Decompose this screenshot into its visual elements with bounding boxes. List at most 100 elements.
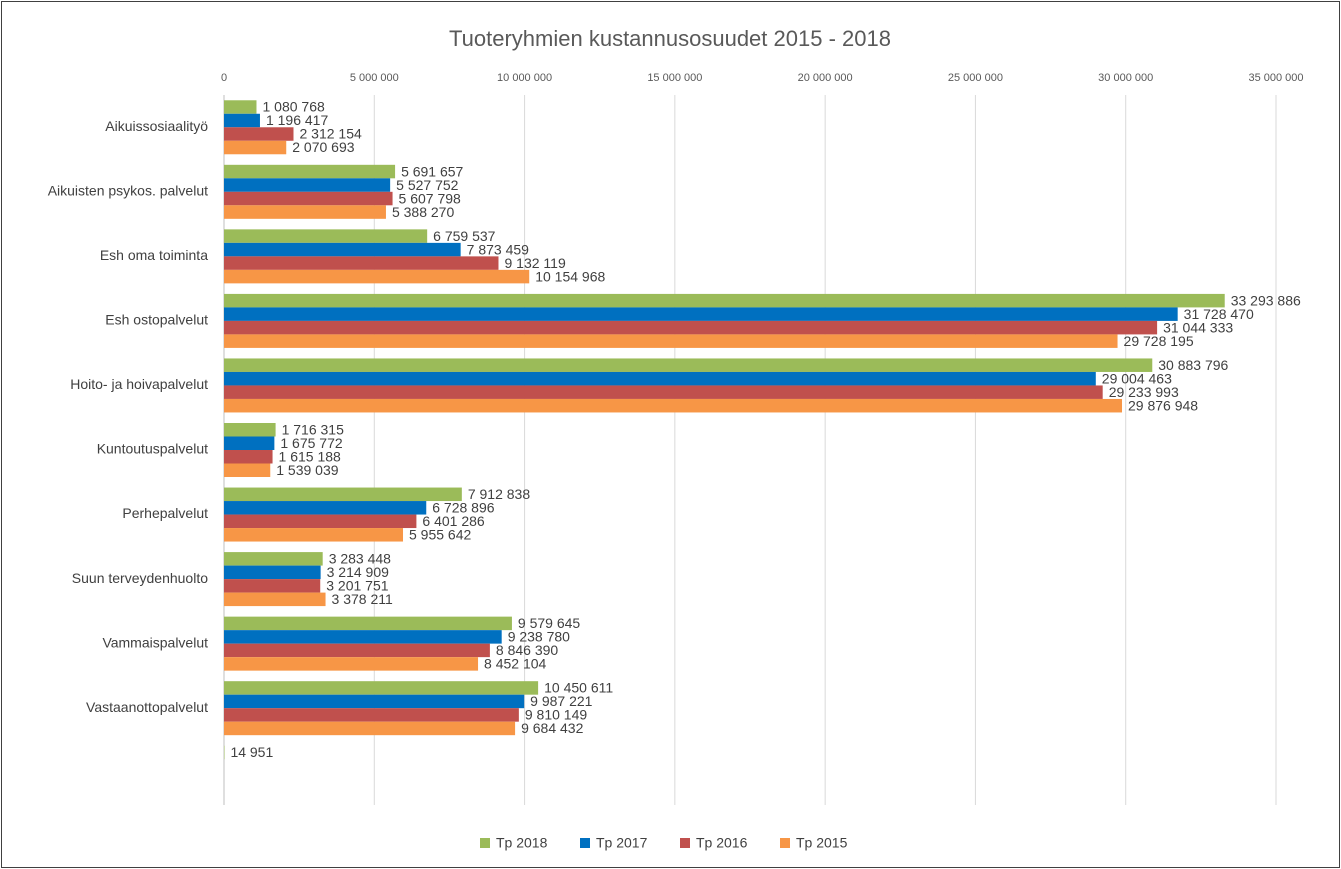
bar [224,100,257,114]
value-label: 2 070 693 [292,139,354,155]
value-label: 1 615 188 [279,448,341,464]
bar [224,436,275,450]
x-tick-label: 30 000 000 [1098,72,1153,84]
bar [224,229,428,243]
bar [224,140,287,155]
bar [224,293,1225,308]
value-label: 9 579 645 [518,615,580,631]
value-label: 5 955 642 [409,526,471,542]
value-label: 6 401 286 [422,513,484,529]
value-label: 33 293 886 [1231,292,1301,308]
legend-swatch [480,838,490,848]
bar [224,371,1096,386]
value-label: 10 154 968 [535,268,605,284]
value-label: 6 728 896 [432,499,494,515]
bar [224,630,502,644]
x-tick-label: 35 000 000 [1248,72,1303,84]
value-label: 9 132 119 [504,255,565,271]
y-tick-label: Vammaispalvelut [102,634,208,650]
value-label: 9 684 432 [521,720,583,736]
bar [224,514,417,529]
bar [224,694,525,709]
value-label: 14 951 [230,744,273,760]
value-label: 1 196 417 [266,112,328,128]
bar [224,552,323,566]
value-label: 29 004 463 [1102,370,1172,386]
bar [224,256,499,270]
bar [224,358,1153,372]
bar [224,565,321,580]
legend-swatch [580,838,590,848]
bar [224,127,294,141]
value-label: 3 283 448 [329,551,391,567]
bar [224,307,1178,321]
legend-swatch [780,838,790,848]
value-label: 7 873 459 [467,241,529,257]
bar [224,592,326,607]
legend-label: Tp 2015 [796,835,848,851]
value-label: 3 214 909 [327,564,389,580]
x-tick-label: 0 [221,72,227,84]
bar [224,164,396,179]
value-label: 5 607 798 [399,190,461,206]
value-label: 7 912 838 [468,486,530,502]
value-label: 3 378 211 [332,591,393,607]
value-label: 9 810 149 [525,707,587,723]
bar [224,643,490,658]
bar [224,681,539,695]
value-label: 8 846 390 [496,642,558,658]
bar [224,657,479,671]
legend-swatch [680,838,690,848]
bar [224,463,271,477]
value-label: 8 452 104 [484,656,546,672]
x-tick-label: 10 000 000 [497,72,552,84]
y-tick-label: Aikuisten psykos. palvelut [48,183,208,199]
y-tick-label: Perhepalvelut [122,505,208,521]
x-tick-label: 20 000 000 [798,72,853,84]
y-tick-label: Vastaanottopalvelut [86,699,208,715]
value-label: 9 238 780 [508,629,570,645]
y-tick-label: Hoito- ja hoivapalvelut [70,376,208,392]
value-label: 5 388 270 [392,204,454,220]
value-label: 31 044 333 [1163,319,1233,335]
bar [224,528,404,542]
bar [224,191,393,206]
value-label: 29 876 948 [1128,397,1198,413]
y-tick-label: Aikuissosiaalityö [105,118,208,134]
value-label: 1 675 772 [280,435,342,451]
bar [224,579,321,593]
bar [224,242,461,257]
bar [224,334,1118,348]
bar [224,487,462,502]
y-tick-label: Suun terveydenhuolto [72,570,208,586]
value-label: 6 759 537 [433,228,495,244]
y-tick-label: Esh oma toiminta [100,247,208,263]
value-label: 3 201 751 [326,578,388,594]
bar [224,708,519,722]
value-label: 9 987 221 [530,693,592,709]
bar [224,398,1123,413]
legend-label: Tp 2018 [496,835,548,851]
y-tick-label: Esh ostopalvelut [105,312,208,328]
bar [224,178,391,192]
value-label: 30 883 796 [1158,357,1228,373]
bar [224,616,512,631]
value-label: 5 691 657 [401,163,463,179]
value-label: 29 233 993 [1109,384,1179,400]
value-label: 10 450 611 [544,680,613,696]
x-tick-label: 15 000 000 [647,72,702,84]
legend-label: Tp 2016 [696,835,748,851]
value-label: 31 728 470 [1184,306,1254,322]
value-label: 1 080 768 [262,99,324,115]
value-label: 1 716 315 [282,421,344,437]
bar [224,385,1103,399]
bar [224,113,260,128]
value-label: 29 728 195 [1124,333,1194,349]
bar [224,320,1158,335]
x-tick-label: 5 000 000 [350,72,399,84]
value-label: 1 539 039 [276,462,338,478]
bar [224,423,276,437]
legend-label: Tp 2017 [596,835,648,851]
bar [224,501,427,515]
